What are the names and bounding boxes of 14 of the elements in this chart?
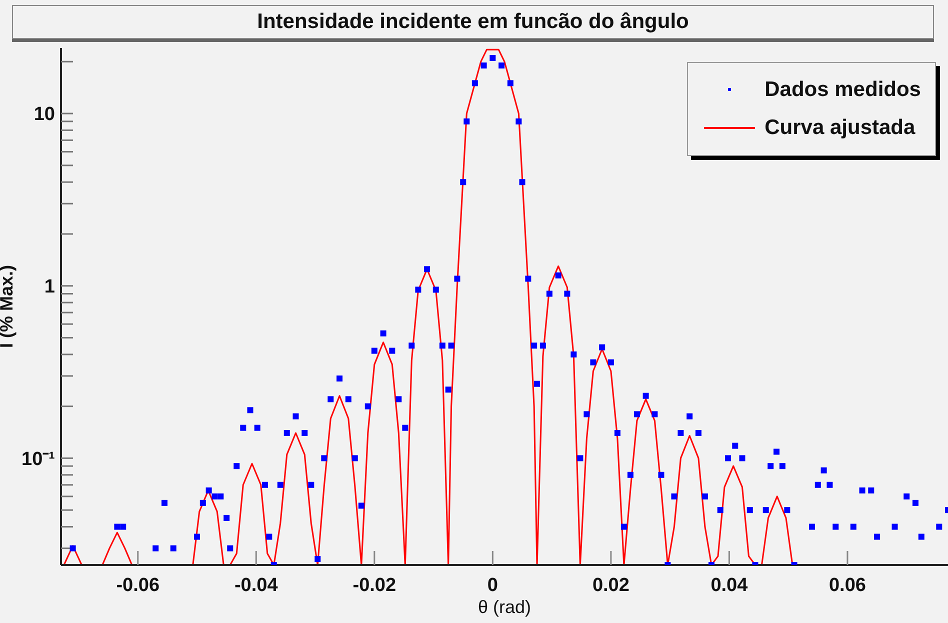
x-tick-label: 0.06 xyxy=(828,575,866,596)
y-tick-label: 10⁻¹ xyxy=(22,448,55,470)
chart-title: Intensidade incidente em funcão do ângulo xyxy=(12,5,934,39)
x-axis-title: θ (rad) xyxy=(478,597,532,617)
x-tick-label: 0 xyxy=(487,575,498,596)
legend-label: Dados medidos xyxy=(764,78,921,102)
y-tick-label: 1 xyxy=(44,276,56,298)
x-tick-label: -0.04 xyxy=(234,575,278,596)
x-tick-label: 0.02 xyxy=(592,575,630,596)
x-tick-label: -0.02 xyxy=(352,575,396,596)
legend-label: Curva ajustada xyxy=(764,116,916,140)
x-tick-label: 0.04 xyxy=(710,575,748,596)
x-tick-label: -0.06 xyxy=(116,575,160,596)
y-tick-label: 10 xyxy=(34,104,55,126)
